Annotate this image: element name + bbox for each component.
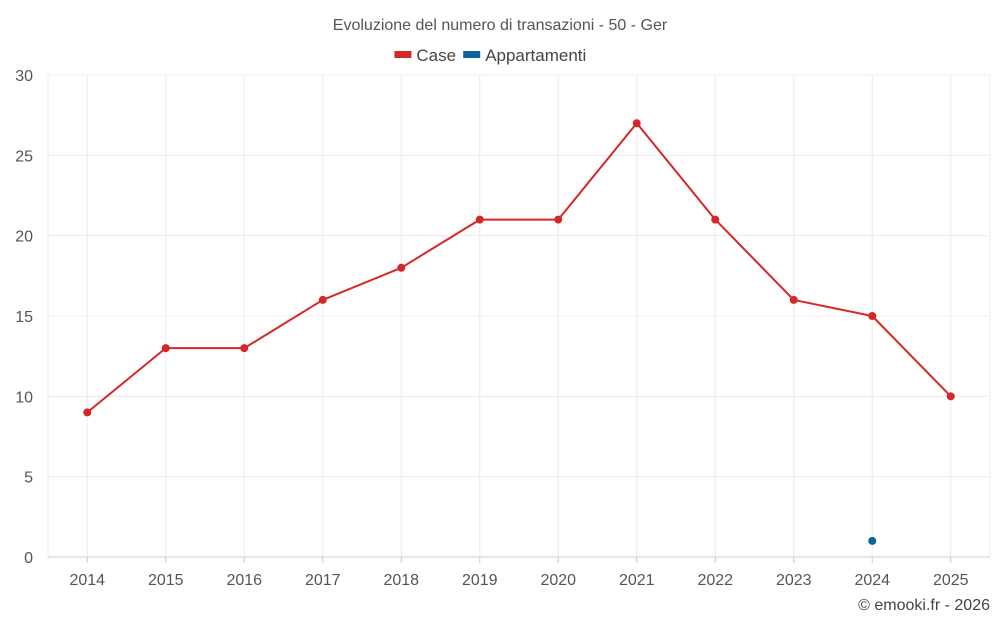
y-tick-label: 10	[15, 389, 33, 406]
x-tick-label: 2025	[933, 572, 969, 589]
y-tick-label: 5	[24, 470, 33, 487]
x-tick-label: 2021	[619, 572, 655, 589]
data-point-case[interactable]	[946, 392, 955, 401]
data-point-case[interactable]	[711, 215, 720, 224]
x-tick-label: 2015	[148, 572, 184, 589]
grid	[48, 74, 990, 558]
data-point-case[interactable]	[397, 263, 406, 272]
data-point-appartamenti[interactable]	[868, 536, 877, 545]
x-tick-label: 2018	[383, 572, 419, 589]
legend-swatch	[394, 51, 412, 58]
data-point-case[interactable]	[475, 215, 484, 224]
legend: Case Appartamenti	[394, 46, 586, 65]
data-point-case[interactable]	[868, 312, 877, 320]
legend-swatch	[463, 51, 481, 58]
y-tick-label: 25	[15, 148, 33, 165]
x-tick-label: 2020	[540, 572, 576, 589]
x-tick-label: 2017	[305, 572, 341, 589]
y-tick-label: 15	[15, 309, 33, 326]
series-layer	[83, 119, 955, 545]
chart-title: Evoluzione del numero di transazioni - 5…	[333, 17, 668, 34]
x-tick-label: 2024	[854, 572, 890, 589]
y-tick-label: 30	[15, 68, 33, 85]
x-tick-label: 2014	[69, 572, 105, 589]
data-point-case[interactable]	[83, 408, 92, 417]
data-point-case[interactable]	[240, 344, 249, 353]
x-tick-label: 2016	[226, 572, 262, 589]
data-point-case[interactable]	[632, 119, 641, 128]
data-point-case[interactable]	[318, 295, 327, 304]
legend-label: Case	[416, 46, 456, 65]
legend-item-appartamenti[interactable]: Appartamenti	[463, 46, 586, 65]
data-point-case[interactable]	[161, 344, 170, 353]
legend-label: Appartamenti	[485, 46, 586, 65]
data-point-case[interactable]	[789, 295, 798, 304]
legend-item-case[interactable]: Case	[394, 46, 456, 65]
y-tick-label: 20	[15, 229, 33, 246]
x-tick-label: 2019	[462, 572, 498, 589]
data-point-case[interactable]	[554, 215, 563, 224]
series-line-case	[86, 122, 952, 414]
x-tick-label: 2022	[697, 572, 733, 589]
y-tick-label: 0	[24, 550, 33, 567]
x-tick-label: 2023	[776, 572, 812, 589]
credit-text: © emooki.fr - 2026	[858, 597, 990, 614]
